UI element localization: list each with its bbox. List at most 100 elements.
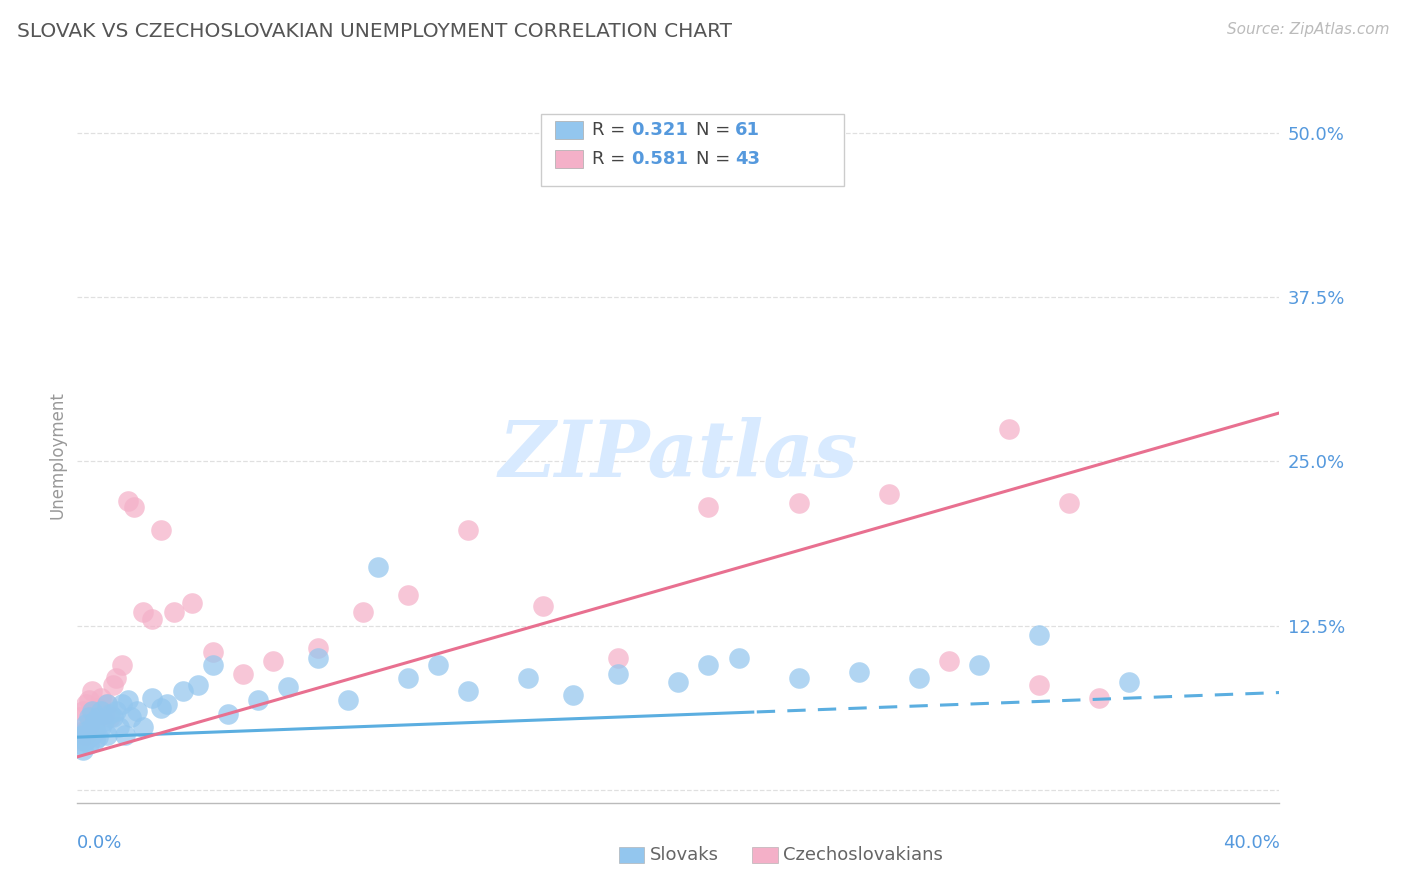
Text: 0.0%: 0.0%	[77, 834, 122, 852]
Point	[848, 665, 870, 679]
Point	[787, 671, 810, 685]
Point	[150, 523, 173, 537]
Point	[141, 612, 163, 626]
Point	[877, 487, 900, 501]
Point	[75, 717, 97, 731]
Point	[277, 680, 299, 694]
Point	[79, 710, 101, 724]
Point	[84, 732, 107, 747]
Point	[93, 714, 115, 729]
Text: Slovaks: Slovaks	[650, 846, 718, 863]
Point	[457, 523, 479, 537]
Point	[100, 710, 122, 724]
Point	[187, 678, 209, 692]
Point	[787, 496, 810, 510]
Point	[162, 606, 184, 620]
Point	[396, 671, 419, 685]
Point	[69, 730, 91, 744]
Point	[87, 710, 110, 724]
Point	[82, 706, 104, 721]
Point	[150, 701, 173, 715]
Point	[1118, 675, 1140, 690]
Text: 0.321: 0.321	[631, 121, 688, 139]
Point	[697, 657, 720, 672]
Point	[127, 704, 149, 718]
Point	[93, 706, 115, 721]
Point	[87, 730, 110, 744]
Point	[967, 657, 990, 672]
Text: N =: N =	[696, 121, 735, 139]
Point	[96, 727, 118, 741]
Point	[232, 667, 254, 681]
Point	[668, 675, 690, 690]
Point	[111, 698, 134, 712]
Point	[72, 727, 94, 741]
Point	[172, 684, 194, 698]
Text: 61: 61	[735, 121, 761, 139]
Point	[201, 645, 224, 659]
Text: Czechoslovakians: Czechoslovakians	[783, 846, 943, 863]
Point	[132, 606, 155, 620]
Point	[246, 693, 269, 707]
Point	[79, 737, 101, 751]
Point	[457, 684, 479, 698]
Point	[307, 651, 329, 665]
Point	[141, 690, 163, 705]
Point	[82, 684, 104, 698]
Point	[117, 693, 139, 707]
Point	[111, 657, 134, 672]
Point	[100, 706, 122, 721]
Point	[427, 657, 450, 672]
Point	[607, 651, 630, 665]
Point	[1028, 678, 1050, 692]
Text: 0.581: 0.581	[631, 150, 689, 168]
Point	[79, 717, 101, 731]
Point	[103, 678, 125, 692]
Point	[1088, 690, 1111, 705]
Point	[1057, 496, 1080, 510]
Point	[75, 723, 97, 738]
Text: ZIPatlas: ZIPatlas	[499, 417, 858, 493]
Point	[96, 698, 118, 712]
Point	[72, 704, 94, 718]
Point	[132, 720, 155, 734]
Point	[1028, 628, 1050, 642]
Point	[96, 698, 118, 712]
Point	[998, 422, 1021, 436]
Point	[562, 688, 585, 702]
Point	[201, 657, 224, 672]
Point	[531, 599, 554, 613]
Point	[117, 494, 139, 508]
Point	[90, 720, 112, 734]
Point	[180, 596, 202, 610]
Point	[156, 698, 179, 712]
Point	[697, 500, 720, 515]
Y-axis label: Unemployment: Unemployment	[48, 391, 66, 519]
Point	[517, 671, 540, 685]
Point	[75, 732, 97, 747]
Point	[217, 706, 239, 721]
Point	[72, 732, 94, 747]
Point	[103, 710, 125, 724]
Point	[84, 723, 107, 738]
Text: 40.0%: 40.0%	[1223, 834, 1279, 852]
Point	[84, 714, 107, 729]
Point	[69, 737, 91, 751]
Point	[938, 654, 960, 668]
Point	[124, 500, 146, 515]
Point	[607, 667, 630, 681]
Point	[396, 588, 419, 602]
Point	[105, 671, 128, 685]
Point	[87, 701, 110, 715]
Point	[336, 693, 359, 707]
Point	[108, 720, 131, 734]
Point	[105, 704, 128, 718]
Point	[262, 654, 284, 668]
Text: Source: ZipAtlas.com: Source: ZipAtlas.com	[1226, 22, 1389, 37]
Point	[79, 693, 101, 707]
Point	[82, 727, 104, 741]
Point	[84, 720, 107, 734]
Point	[82, 704, 104, 718]
Point	[75, 698, 97, 712]
Point	[75, 727, 97, 741]
